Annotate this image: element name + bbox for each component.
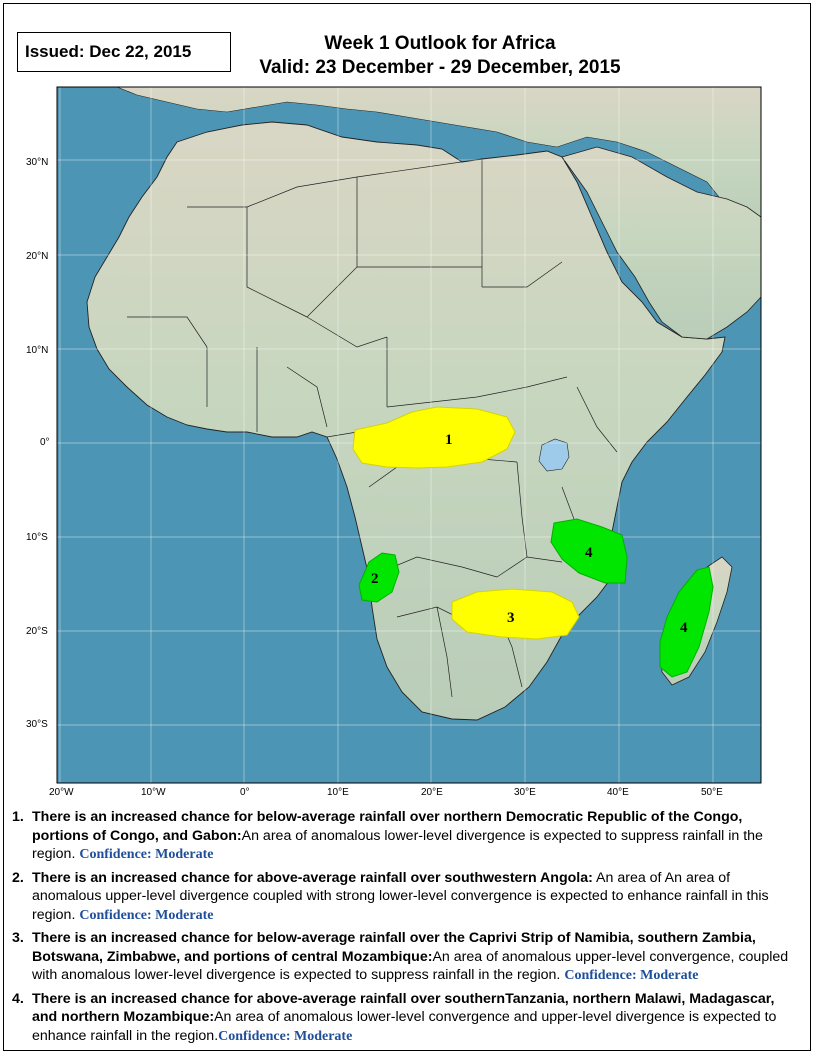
region-1-below-average — [352, 406, 516, 469]
issued-date-box: Issued: Dec 22, 2015 — [17, 32, 231, 72]
lat-label-0: 0° — [40, 437, 50, 448]
note-text: An area of anomalous lower-level converg… — [32, 1009, 777, 1044]
note-headline: There is an increased chance for below-a… — [32, 930, 756, 965]
region-4-madagascar-label: 4 — [680, 620, 688, 636]
lon-label-20e: 20°E — [421, 787, 443, 798]
lon-label-10w: 10°W — [141, 787, 166, 798]
region-1-label: 1 — [445, 432, 453, 448]
lat-lon-grid — [57, 87, 761, 783]
note-confidence: Confidence: Moderate — [564, 968, 699, 983]
note-headline: There is an increased chance for above-a… — [32, 869, 593, 886]
lon-label-0: 0° — [240, 787, 250, 798]
africa-outlook-map: 1 2 3 4 4 — [56, 86, 762, 784]
note-number: 1. — [12, 809, 24, 825]
lake-victoria — [538, 438, 570, 472]
note-text: An area of An area of anomalous upper-le… — [32, 869, 769, 923]
lat-label-30s: 30°S — [26, 719, 48, 730]
note-number: 3. — [12, 930, 24, 946]
title-line-1: Week 1 Outlook for Africa — [324, 33, 556, 54]
note-4: 4. There is an increased chance for abov… — [12, 990, 802, 1047]
lat-label-20n: 20°N — [26, 251, 49, 262]
note-text: An area of anomalous lower-level diverge… — [32, 827, 763, 863]
title-line-2: Valid: 23 December - 29 December, 2015 — [259, 57, 621, 78]
note-text: An area of anomalous upper-level converg… — [32, 948, 789, 984]
lon-label-30e: 30°E — [514, 787, 536, 798]
note-2: 2. There is an increased chance for abov… — [12, 869, 802, 926]
note-headline: There is an increased chance for below-a… — [32, 809, 743, 844]
region-2-above-average — [358, 552, 400, 603]
lon-label-50e: 50°E — [701, 787, 723, 798]
region-3-below-average — [451, 588, 580, 640]
lat-label-10s: 10°S — [26, 532, 48, 543]
note-number: 4. — [12, 990, 24, 1007]
lat-label-20s: 20°S — [26, 626, 48, 637]
note-confidence: Confidence: Moderate — [79, 847, 214, 862]
lat-label-30n: 30°N — [26, 157, 49, 168]
arabia-landmass — [561, 146, 761, 340]
map-border — [56, 86, 762, 784]
note-number: 2. — [12, 869, 24, 886]
note-confidence: Confidence: Moderate — [218, 1028, 353, 1044]
note-1: 1. There is an increased chance for belo… — [12, 808, 802, 865]
outlook-notes: 1. There is an increased chance for belo… — [12, 808, 802, 1050]
lon-label-40e: 40°E — [607, 787, 629, 798]
region-4-above-average-mainland — [550, 518, 628, 584]
note-headline: There is an increased chance for above-a… — [32, 990, 775, 1026]
page-frame — [3, 3, 811, 1051]
region-3-label: 3 — [507, 610, 515, 626]
region-2-label: 2 — [371, 571, 379, 587]
region-4-mainland-label: 4 — [585, 545, 593, 561]
lat-label-10n: 10°N — [26, 345, 49, 356]
map-title: Week 1 Outlook for Africa Valid: 23 Dece… — [230, 32, 650, 80]
note-confidence: Confidence: Moderate — [79, 907, 214, 923]
region-4-above-average-madagascar — [659, 566, 714, 678]
lon-label-10e: 10°E — [327, 787, 349, 798]
note-3: 3. There is an increased chance for belo… — [12, 929, 802, 986]
lon-label-20w: 20°W — [49, 787, 74, 798]
